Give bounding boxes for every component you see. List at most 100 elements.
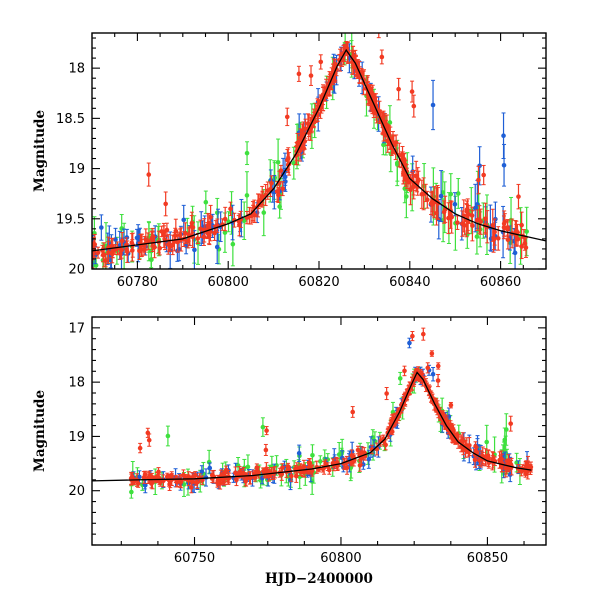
data-point: [425, 365, 431, 371]
data-point: [233, 470, 238, 476]
series-red: [92, 33, 529, 269]
data-point: [326, 467, 332, 473]
data-point: [455, 220, 460, 225]
data-point: [516, 194, 521, 199]
data-point: [490, 222, 496, 228]
data-point: [109, 251, 115, 257]
x-tick-label: 60820: [298, 275, 339, 290]
data-point: [307, 460, 313, 466]
data-point: [142, 472, 148, 477]
y-tick-label: 20: [68, 263, 85, 278]
data-point: [336, 452, 342, 457]
x-axis-label: HJD−2400000: [265, 571, 373, 587]
data-point: [174, 479, 180, 485]
data-point: [129, 489, 134, 495]
x-tick-label: 60840: [389, 275, 430, 290]
data-point: [429, 351, 435, 356]
data-point: [284, 114, 290, 120]
data-point: [523, 245, 529, 250]
data-point: [491, 237, 497, 242]
data-point: [323, 461, 328, 467]
data-point: [438, 193, 444, 199]
data-point: [476, 177, 481, 183]
y-axis-label: Magnitude: [32, 110, 48, 192]
data-point: [396, 86, 401, 92]
data-point: [119, 247, 124, 253]
y-tick-label: 18: [68, 376, 85, 391]
data-points: [128, 327, 534, 499]
data-point: [446, 215, 451, 221]
data-point: [303, 126, 308, 131]
data-point: [318, 459, 323, 464]
data-point: [452, 201, 458, 207]
data-point: [103, 270, 108, 275]
data-point: [501, 221, 507, 226]
data-point: [394, 160, 400, 166]
data-point: [289, 473, 294, 479]
data-point: [318, 59, 324, 65]
data-point: [230, 241, 236, 247]
data-point: [220, 477, 225, 482]
data-point: [419, 191, 425, 197]
data-point: [370, 435, 376, 440]
data-point: [195, 236, 201, 241]
y-tick-label: 18: [68, 62, 85, 77]
model-curve: [92, 371, 532, 482]
data-point: [384, 391, 389, 396]
data-points: [92, 33, 529, 275]
x-tick-label: 60750: [174, 551, 215, 566]
data-point: [155, 473, 160, 479]
data-point: [448, 402, 454, 408]
y-tick-label: 17: [68, 321, 85, 336]
x-tick-label: 60860: [480, 275, 521, 290]
data-point: [448, 212, 453, 217]
data-point: [119, 238, 125, 244]
data-point: [472, 457, 478, 463]
data-point: [414, 181, 420, 187]
data-point: [177, 232, 183, 238]
data-point: [430, 202, 435, 207]
data-point: [293, 466, 298, 472]
data-point: [435, 363, 441, 369]
data-point: [401, 172, 406, 177]
x-tick-label: 60800: [208, 275, 249, 290]
y-tick-label: 19: [68, 162, 85, 177]
data-point: [164, 227, 170, 233]
data-point: [157, 245, 163, 251]
data-point: [295, 140, 300, 146]
y-tick-label: 18.5: [56, 112, 85, 127]
data-point: [470, 223, 475, 229]
data-point: [448, 425, 454, 431]
data-point: [308, 73, 314, 78]
data-point: [469, 213, 475, 218]
data-point: [502, 437, 508, 443]
y-tick-label: 20: [68, 484, 85, 499]
data-point: [296, 450, 302, 456]
data-point: [310, 452, 315, 458]
data-point: [215, 480, 220, 486]
data-point: [192, 472, 198, 478]
plot-frame: [91, 316, 547, 546]
data-point: [214, 244, 220, 250]
data-point: [148, 475, 154, 480]
data-point: [409, 89, 415, 94]
data-point: [349, 453, 355, 458]
data-point: [244, 150, 250, 156]
data-point: [381, 142, 386, 148]
data-point: [222, 230, 228, 235]
data-point: [261, 468, 266, 474]
data-point: [285, 156, 291, 161]
data-point: [222, 216, 228, 222]
data-point: [366, 456, 372, 462]
data-point: [387, 120, 393, 125]
data-point: [410, 169, 416, 174]
data-point: [203, 199, 209, 205]
data-point: [460, 221, 465, 226]
data-point: [245, 464, 251, 470]
data-point: [383, 442, 388, 448]
data-point: [265, 188, 271, 193]
data-point: [379, 54, 385, 60]
data-point: [514, 228, 519, 233]
data-point: [296, 71, 302, 77]
data-point: [435, 378, 441, 383]
